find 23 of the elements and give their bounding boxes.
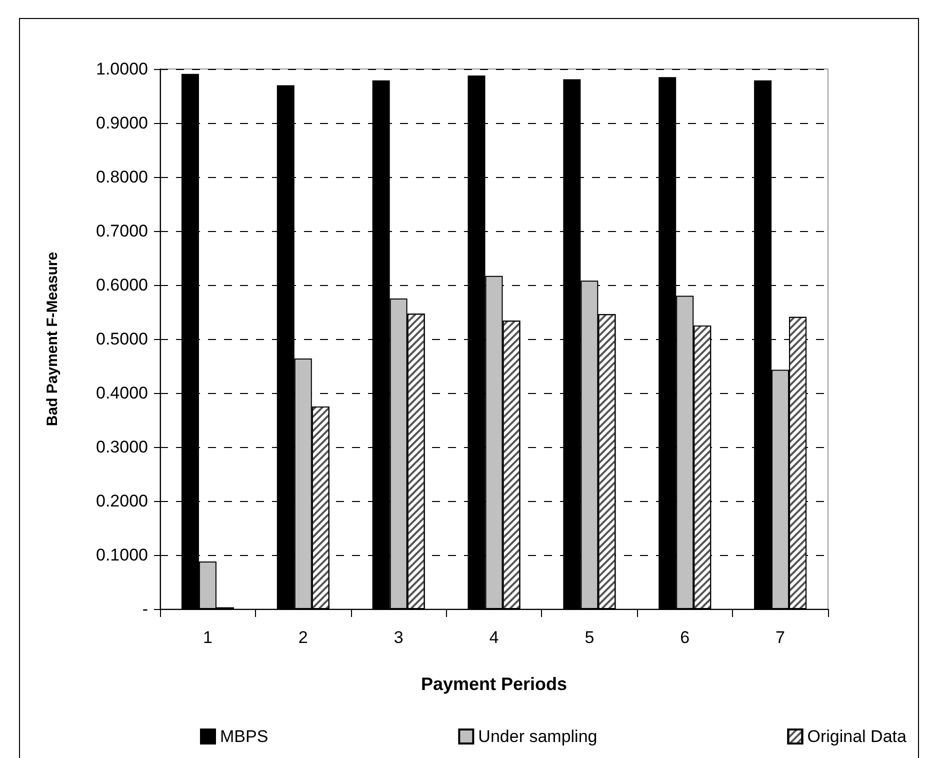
y-tick-label: 0.8000 xyxy=(96,168,148,186)
y-tick-label: 0.6000 xyxy=(96,276,148,294)
y-tick-label: 0.3000 xyxy=(96,438,148,456)
x-axis-title: Payment Periods xyxy=(420,674,568,694)
legend-label: Original Data xyxy=(807,727,907,746)
x-tick-label: 4 xyxy=(489,628,499,647)
x-tick-label: 2 xyxy=(298,628,308,647)
x-tick-label: 1 xyxy=(202,628,212,647)
x-tick-label: 6 xyxy=(680,628,690,647)
legend-label: Under sampling xyxy=(478,727,598,746)
y-tick-label: 0.5000 xyxy=(96,330,148,348)
y-tick-label: 0.1000 xyxy=(96,546,148,564)
legend-label: MBPS xyxy=(220,727,268,746)
y-tick-label: 1.0000 xyxy=(96,60,148,78)
y-tick-label: 0.7000 xyxy=(96,222,148,240)
y-axis-title: Bad Payment F-Measure xyxy=(44,252,61,426)
y-tick-label: 0.9000 xyxy=(96,114,148,132)
x-tick-label: 7 xyxy=(776,628,786,647)
x-tick-label: 5 xyxy=(584,628,594,647)
x-tick-label: 3 xyxy=(394,628,404,647)
y-tick-label: 0.2000 xyxy=(96,492,148,510)
y-tick-label: - xyxy=(142,600,148,618)
y-tick-label: 0.4000 xyxy=(96,384,148,402)
